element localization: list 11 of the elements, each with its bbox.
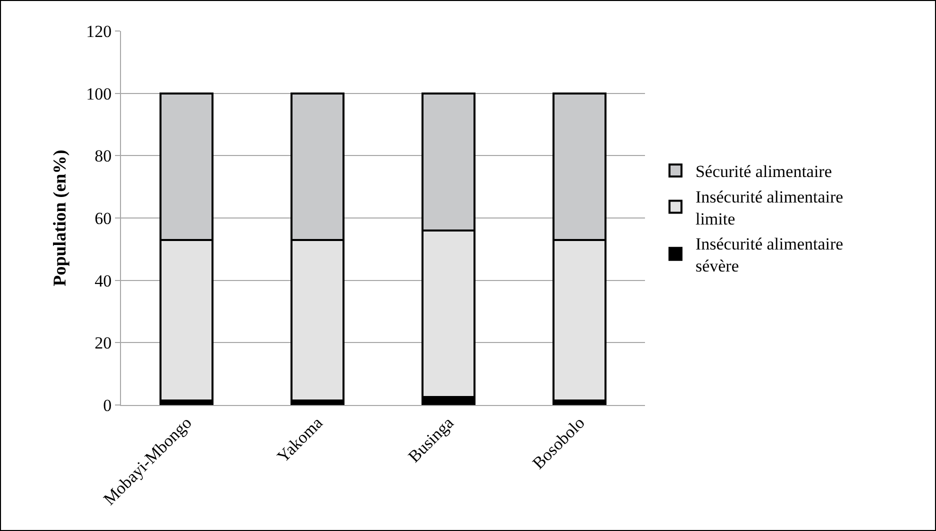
y-tick-label: 20 — [94, 334, 112, 353]
y-tick-label: 100 — [86, 84, 112, 104]
y-tick-label: 120 — [86, 22, 112, 41]
y-axis-title: Population (en%) — [49, 150, 70, 286]
legend-label: Sécurité alimentaire — [695, 162, 832, 182]
legend-label: Insécurité alimentaire sévère — [695, 234, 844, 276]
y-tick-label: 0 — [103, 396, 112, 415]
legend-label: Insécurité alimentaire limite — [695, 187, 844, 228]
y-tick-label: 60 — [94, 208, 112, 228]
y-tick-label: 80 — [94, 146, 112, 166]
y-tick-label: 40 — [94, 271, 112, 290]
